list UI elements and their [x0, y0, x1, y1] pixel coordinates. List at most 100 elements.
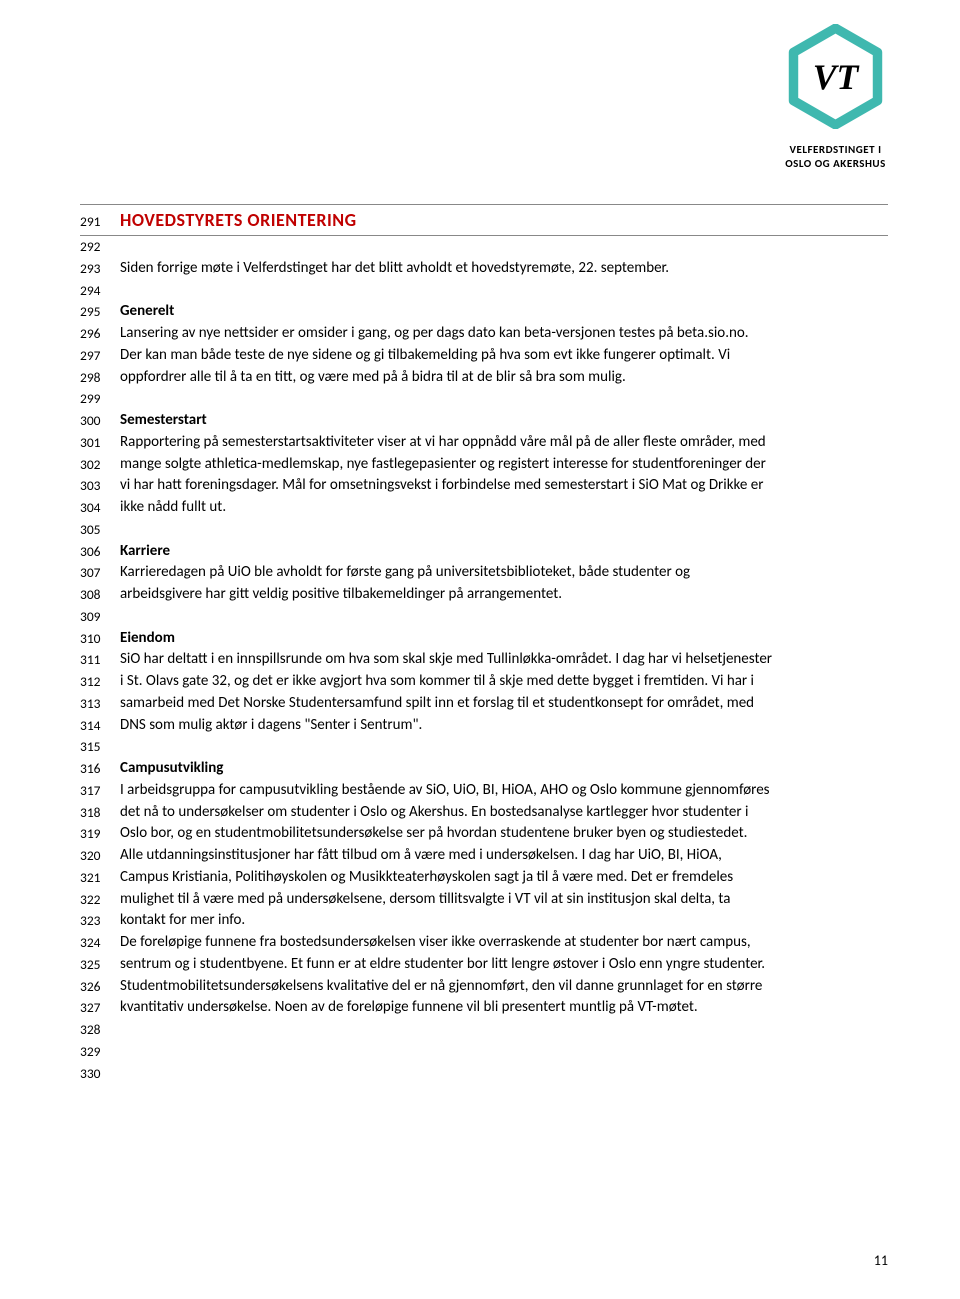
body-text: Alle utdanningsinstitusjoner har fått ti…	[120, 845, 888, 867]
line-number: 316	[80, 758, 120, 779]
text-row: 322mulighet til å være med på undersøkel…	[80, 889, 888, 911]
line-number: 318	[80, 802, 120, 823]
line-number: 311	[80, 649, 120, 670]
logo: VT VELFERDSTINGET I OSLO OG AKERSHUS	[783, 24, 888, 170]
body-text: De foreløpige funnene fra bostedsundersø…	[120, 932, 888, 954]
body-text: I arbeidsgruppa for campusutvikling best…	[120, 780, 888, 802]
line-number: 301	[80, 432, 120, 453]
line-number: 326	[80, 976, 120, 997]
page-number: 11	[874, 1251, 888, 1271]
subheading: Generelt	[120, 301, 888, 323]
text-row: 328	[80, 1019, 888, 1041]
line-number: 304	[80, 497, 120, 518]
logo-vt-text: VT	[813, 57, 860, 97]
text-row: 297Der kan man både teste de nye sidene …	[80, 345, 888, 367]
body-text: det nå to undersøkelser om studenter i O…	[120, 802, 888, 824]
text-row: 318det nå to undersøkelser om studenter …	[80, 802, 888, 824]
body-text: oppfordrer alle til å ta en titt, og vær…	[120, 367, 888, 389]
text-row: 304ikke nådd fullt ut.	[80, 497, 888, 519]
text-row: 316Campusutvikling	[80, 758, 888, 780]
text-row: 324De foreløpige funnene fra bostedsunde…	[80, 932, 888, 954]
line-number: 300	[80, 410, 120, 431]
line-number: 297	[80, 345, 120, 366]
body-text	[120, 1019, 888, 1041]
line-number: 306	[80, 541, 120, 562]
subheading: Semesterstart	[120, 410, 888, 432]
body-text: Studentmobilitetsundersøkelsens kvalitat…	[120, 976, 888, 998]
text-row: 305	[80, 519, 888, 541]
line-number: 305	[80, 519, 120, 540]
text-row: 309	[80, 606, 888, 628]
text-row: 329	[80, 1041, 888, 1063]
body-text: mulighet til å være med på undersøkelsen…	[120, 889, 888, 911]
body-text: DNS som mulig aktør i dagens "Senter i S…	[120, 715, 888, 737]
line-number: 319	[80, 823, 120, 844]
line-number: 328	[80, 1019, 120, 1040]
body-text: Der kan man både teste de nye sidene og …	[120, 345, 888, 367]
body-text: SiO har deltatt i en innspillsrunde om h…	[120, 649, 888, 671]
title-row: 291HOVEDSTYRETS ORIENTERING	[80, 204, 888, 236]
line-number: 310	[80, 628, 120, 649]
line-number: 312	[80, 671, 120, 692]
body-text: Karrieredagen på UiO ble avholdt for før…	[120, 562, 888, 584]
hexagon-icon: VT	[783, 24, 888, 129]
text-row: 307Karrieredagen på UiO ble avholdt for …	[80, 562, 888, 584]
text-row: 295Generelt	[80, 301, 888, 323]
line-number: 314	[80, 715, 120, 736]
line-number: 307	[80, 562, 120, 583]
text-row: 308arbeidsgivere har gitt veldig positiv…	[80, 584, 888, 606]
body-text: i St. Olavs gate 32, og det er ikke avgj…	[120, 671, 888, 693]
line-number: 323	[80, 910, 120, 931]
line-number: 291	[80, 212, 120, 232]
line-number: 308	[80, 584, 120, 605]
document-body: 291HOVEDSTYRETS ORIENTERING292 293Siden …	[80, 204, 888, 1084]
body-text: ikke nådd fullt ut.	[120, 497, 888, 519]
text-row: 323kontakt for mer info.	[80, 910, 888, 932]
body-text	[120, 606, 888, 628]
logo-line1: VELFERDSTINGET I	[783, 143, 888, 157]
line-number: 298	[80, 367, 120, 388]
logo-line2: OSLO OG AKERSHUS	[783, 157, 888, 171]
text-row: 319Oslo bor, og en studentmobilitetsunde…	[80, 823, 888, 845]
text-row: 310Eiendom	[80, 628, 888, 650]
text-row: 313samarbeid med Det Norske Studentersam…	[80, 693, 888, 715]
line-number: 292	[80, 236, 120, 257]
line-number: 302	[80, 454, 120, 475]
body-text	[120, 1041, 888, 1063]
text-row: 301Rapportering på semesterstartsaktivit…	[80, 432, 888, 454]
line-number: 303	[80, 475, 120, 496]
text-row: 326Studentmobilitetsundersøkelsens kvali…	[80, 976, 888, 998]
body-text	[120, 388, 888, 410]
line-number: 315	[80, 736, 120, 757]
text-row: 303vi har hatt foreningsdager. Mål for o…	[80, 475, 888, 497]
text-row: 312i St. Olavs gate 32, og det er ikke a…	[80, 671, 888, 693]
body-text: Lansering av nye nettsider er omsider i …	[120, 323, 888, 345]
line-number: 330	[80, 1063, 120, 1084]
body-text	[120, 236, 888, 258]
text-row: 298oppfordrer alle til å ta en titt, og …	[80, 367, 888, 389]
text-row: 293Siden forrige møte i Velferdstinget h…	[80, 258, 888, 280]
body-text: Campus Kristiania, Politihøyskolen og Mu…	[120, 867, 888, 889]
subheading: Eiendom	[120, 628, 888, 650]
body-text: mange solgte athletica-medlemskap, nye f…	[120, 454, 888, 476]
line-number: 296	[80, 323, 120, 344]
text-row: 300Semesterstart	[80, 410, 888, 432]
text-row: 315	[80, 736, 888, 758]
line-number: 294	[80, 280, 120, 301]
line-number: 293	[80, 258, 120, 279]
text-row: 292	[80, 236, 888, 258]
body-text	[120, 1063, 888, 1085]
body-text	[120, 280, 888, 302]
section-headline: HOVEDSTYRETS ORIENTERING	[120, 207, 357, 233]
body-text	[120, 519, 888, 541]
line-number: 327	[80, 997, 120, 1018]
line-number: 329	[80, 1041, 120, 1062]
text-row: 294	[80, 280, 888, 302]
text-row: 321Campus Kristiania, Politihøyskolen og…	[80, 867, 888, 889]
line-number: 325	[80, 954, 120, 975]
line-number: 313	[80, 693, 120, 714]
body-text: Oslo bor, og en studentmobilitetsundersø…	[120, 823, 888, 845]
body-text: kvantitativ undersøkelse. Noen av de for…	[120, 997, 888, 1019]
text-row: 317I arbeidsgruppa for campusutvikling b…	[80, 780, 888, 802]
text-row: 327kvantitativ undersøkelse. Noen av de …	[80, 997, 888, 1019]
